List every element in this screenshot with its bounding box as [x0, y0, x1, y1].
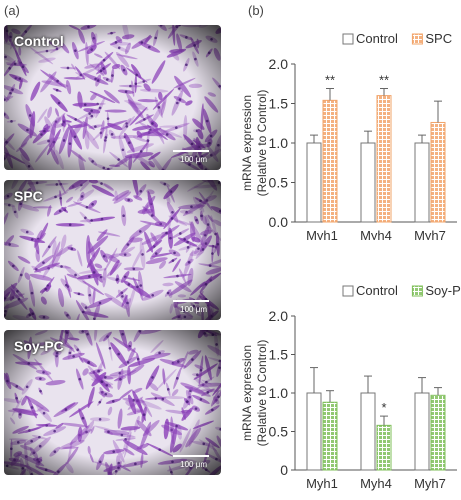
micrograph-image — [4, 25, 221, 170]
micrograph-control: Control 100 μm — [4, 25, 221, 170]
panel-b-label: (b) — [248, 3, 264, 18]
y-tick-label: 0.5 — [269, 424, 289, 440]
y-tick-label: 0 — [280, 462, 288, 478]
y-tick-label: 1.0 — [269, 135, 289, 151]
y-tick-label: 2.0 — [269, 56, 289, 72]
bar — [306, 142, 322, 223]
x-tick-label: Myh7 — [414, 476, 446, 491]
significance-label: * — [381, 400, 386, 415]
scale-bar-text: 100 μm — [180, 155, 207, 164]
legend-label: SPC — [425, 31, 452, 46]
panel-a-label: (a) — [4, 3, 20, 18]
scale-bar — [173, 455, 209, 457]
y-tick-label: 1.5 — [269, 96, 289, 112]
bar — [322, 401, 338, 471]
micrograph-soy-pc: Soy-PC 100 μm — [4, 330, 221, 475]
legend-swatch — [411, 285, 423, 297]
significance-label: ** — [325, 72, 335, 87]
micrograph-label: SPC — [14, 188, 43, 204]
scale-bar — [173, 150, 209, 152]
scale-bar-text: 100 μm — [180, 460, 207, 469]
legend-swatch — [342, 33, 354, 45]
bar — [430, 121, 446, 223]
x-tick-label: Myh4 — [360, 476, 392, 491]
bar-chart-soy-pc: 0 0.5 1.0 1.5 2.0 mRNA expression (Relative to… — [240, 283, 461, 491]
legend-swatch — [342, 285, 354, 297]
bar — [376, 424, 392, 471]
scale-bar-text: 100 μm — [180, 305, 207, 314]
bar — [414, 392, 430, 471]
bar — [360, 142, 376, 223]
y-tick-label: 0.5 — [269, 175, 289, 191]
significance-label: ** — [379, 72, 389, 87]
bar — [322, 99, 338, 223]
x-tick-label: Myh7 — [414, 228, 446, 240]
micrograph-image — [4, 330, 221, 475]
y-axis-label: mRNA expression — [240, 345, 254, 441]
micrograph-label: Soy-PC — [14, 338, 64, 354]
micrograph-spc: SPC 100 μm — [4, 180, 221, 320]
y-tick-label: 2.0 — [269, 308, 289, 324]
legend-label: Control — [356, 283, 398, 298]
x-tick-label: Myh1 — [306, 476, 338, 491]
legend-label: Control — [356, 31, 398, 46]
x-tick-label: Myh4 — [360, 228, 392, 240]
y-axis-label: (Relative to Control) — [255, 340, 269, 447]
micrograph-image — [4, 180, 221, 320]
bar — [430, 394, 446, 471]
bar-chart-spc: 0.0 0.5 1.0 1.5 2.0 mRNA expression (Relative … — [240, 31, 457, 240]
y-axis-label: (Relative to Control) — [255, 90, 269, 197]
y-tick-label: 0.0 — [269, 214, 289, 230]
legend-swatch — [411, 33, 423, 45]
legend-label: Soy-PC — [425, 283, 461, 298]
micrograph-label: Control — [14, 33, 64, 49]
bar — [360, 392, 376, 471]
y-axis-label: mRNA expression — [240, 95, 254, 191]
y-tick-label: 1.0 — [269, 385, 289, 401]
bar — [414, 142, 430, 223]
scale-bar — [173, 300, 209, 302]
bar — [376, 95, 392, 223]
x-tick-label: Myh1 — [306, 228, 338, 240]
bar — [306, 392, 322, 471]
y-tick-label: 1.5 — [269, 347, 289, 363]
